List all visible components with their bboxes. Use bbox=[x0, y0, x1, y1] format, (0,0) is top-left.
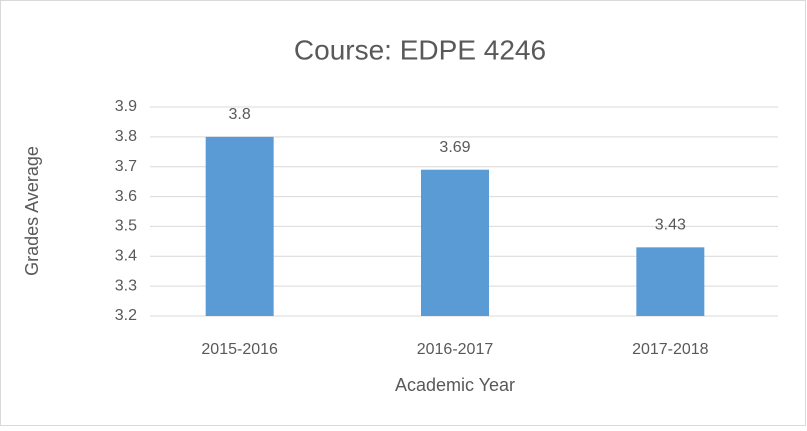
y-axis-title: Grades Average bbox=[22, 146, 42, 276]
data-label: 3.8 bbox=[229, 106, 251, 123]
y-tick-label: 3.2 bbox=[115, 307, 137, 324]
bar bbox=[636, 247, 705, 316]
y-tick-label: 3.3 bbox=[115, 277, 137, 294]
y-tick-label: 3.6 bbox=[115, 188, 137, 205]
data-label: 3.43 bbox=[655, 217, 686, 234]
y-tick-label: 3.8 bbox=[115, 128, 137, 145]
y-tick-label: 3.5 bbox=[115, 218, 137, 235]
y-tick-label: 3.4 bbox=[115, 248, 137, 265]
bar bbox=[205, 136, 274, 316]
chart-title: Course: EDPE 4246 bbox=[294, 34, 546, 65]
x-tick-label: 2016-2017 bbox=[417, 341, 494, 358]
y-tick-label: 3.9 bbox=[115, 98, 137, 115]
x-tick-label: 2015-2016 bbox=[201, 341, 278, 358]
x-axis-title: Academic Year bbox=[395, 375, 515, 395]
data-label: 3.69 bbox=[439, 139, 470, 156]
x-tick-label: 2017-2018 bbox=[632, 341, 709, 358]
bar bbox=[421, 169, 489, 316]
y-tick-label: 3.7 bbox=[115, 158, 137, 175]
